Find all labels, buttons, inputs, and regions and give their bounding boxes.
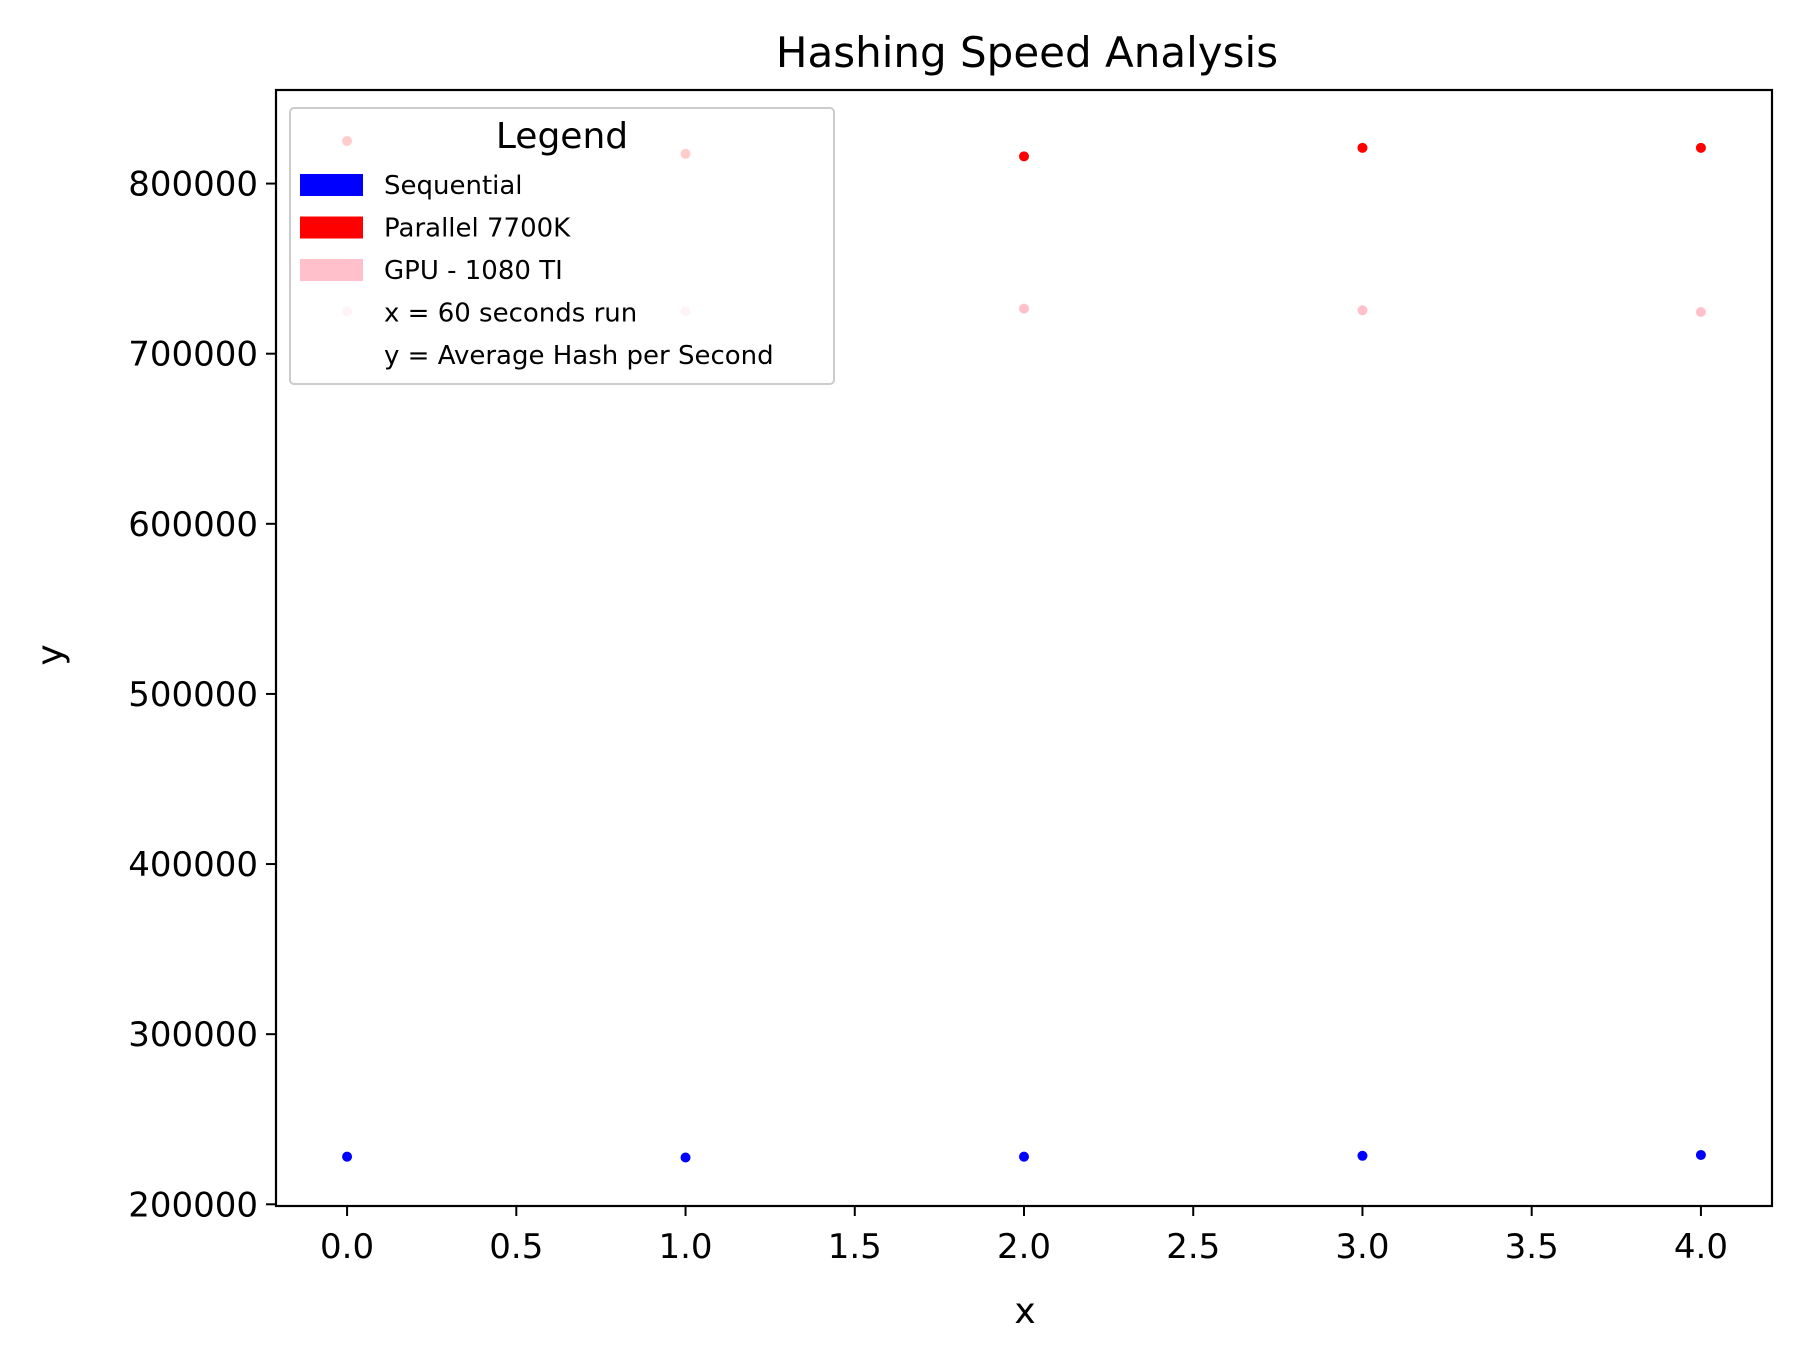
x-tick-label-7: 3.5 bbox=[1505, 1227, 1559, 1267]
x-tick-label-4: 2.0 bbox=[997, 1227, 1051, 1267]
data-point-series-0-3 bbox=[1357, 1150, 1368, 1161]
data-point-series-0-1 bbox=[680, 1152, 691, 1163]
x-tick-label-5: 2.5 bbox=[1166, 1227, 1220, 1267]
y-tick-label-4: 600000 bbox=[128, 505, 258, 545]
legend-label-0: Sequential bbox=[384, 171, 523, 201]
legend-swatch-1 bbox=[300, 216, 363, 239]
legend: Legend Sequential Parallel 7700K GPU - 1080… bbox=[289, 107, 835, 385]
data-point-series-2-4 bbox=[1695, 307, 1706, 318]
legend-swatch-0 bbox=[300, 174, 363, 196]
data-point-series-1-2 bbox=[1019, 151, 1029, 162]
x-tick-label-6: 3.0 bbox=[1335, 1227, 1389, 1267]
legend-label-2: GPU - 1080 TI bbox=[384, 256, 563, 286]
x-tick-label-8: 4.0 bbox=[1674, 1227, 1728, 1267]
y-axis-label: y bbox=[30, 644, 71, 665]
x-tick-label-3: 1.5 bbox=[828, 1227, 882, 1267]
y-tick-label-1: 300000 bbox=[128, 1015, 258, 1055]
legend-label-1: Parallel 7700K bbox=[384, 214, 571, 244]
legend-title: Legend bbox=[496, 116, 628, 157]
x-tick-label-0: 0.0 bbox=[320, 1227, 374, 1267]
y-tick-label-0: 200000 bbox=[128, 1185, 258, 1225]
x-axis-label: x bbox=[1014, 1291, 1035, 1332]
data-point-series-2-3 bbox=[1357, 305, 1368, 316]
x-tick-label-2: 1.0 bbox=[658, 1227, 712, 1267]
data-point-series-1-3 bbox=[1357, 142, 1368, 153]
data-point-series-2-2 bbox=[1019, 303, 1029, 314]
data-point-series-0-2 bbox=[1019, 1151, 1029, 1162]
y-tick-label-5: 700000 bbox=[128, 335, 258, 375]
legend-swatch-2 bbox=[300, 259, 363, 281]
data-point-series-0-4 bbox=[1695, 1149, 1706, 1160]
y-tick-label-2: 400000 bbox=[128, 845, 258, 885]
data-point-series-1-4 bbox=[1695, 142, 1706, 153]
legend-box bbox=[289, 107, 835, 385]
data-point-series-0-0 bbox=[342, 1151, 353, 1162]
legend-label-4: y = Average Hash per Second bbox=[384, 341, 774, 371]
x-tick-label-1: 0.5 bbox=[489, 1227, 543, 1267]
y-tick-label-3: 500000 bbox=[128, 675, 258, 715]
y-tick-label-6: 800000 bbox=[128, 165, 258, 205]
legend-label-3: x = 60 seconds run bbox=[384, 299, 637, 329]
axes: 0.0 0.5 1.0 1.5 2.0 2.5 3.0 3.5 4.0 200000 300000 4… bbox=[128, 88, 1774, 1267]
chart-title: Hashing Speed Analysis bbox=[776, 28, 1278, 77]
